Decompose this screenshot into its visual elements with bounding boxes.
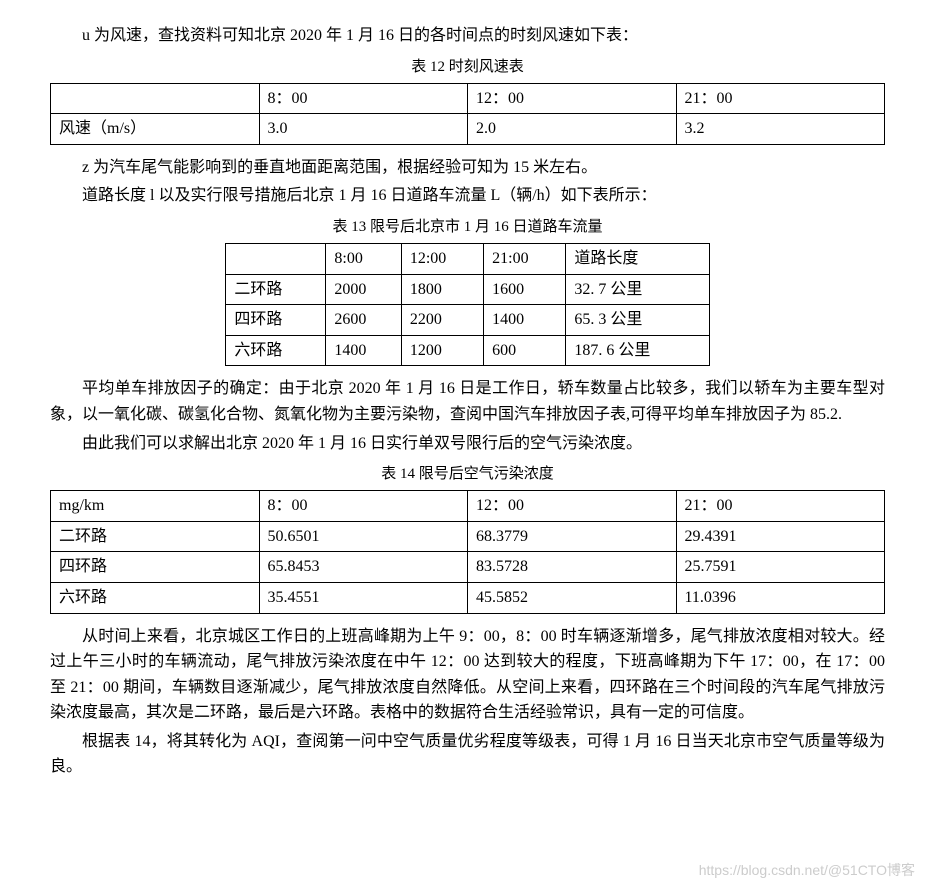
cell: 四环路	[226, 305, 326, 336]
cell	[51, 83, 260, 114]
cell: 187. 6 公里	[566, 335, 709, 366]
paragraph-intro-windspeed: u 为风速，查找资料可知北京 2020 年 1 月 16 日的各时间点的时刻风速…	[50, 23, 885, 49]
cell: 二环路	[51, 521, 260, 552]
table-row: 六环路 35.4551 45.5852 11.0396	[51, 582, 885, 613]
paragraph-solve-pollution: 由此我们可以求解出北京 2020 年 1 月 16 日实行单双号限行后的空气污染…	[50, 431, 885, 457]
cell: 1400	[484, 305, 566, 336]
cell: 3.0	[259, 114, 468, 145]
table-row: 二环路 50.6501 68.3779 29.4391	[51, 521, 885, 552]
paragraph-time-analysis: 从时间上来看，北京城区工作日的上班高峰期为上午 9：00，8：00 时车辆逐渐增…	[50, 624, 885, 726]
table-row: 四环路 2600 2200 1400 65. 3 公里	[226, 305, 709, 336]
cell: 68.3779	[468, 521, 677, 552]
cell: 83.5728	[468, 552, 677, 583]
cell: 道路长度	[566, 243, 709, 274]
cell: 1200	[401, 335, 483, 366]
table13-traffic: 8:00 12:00 21:00 道路长度 二环路 2000 1800 1600…	[225, 243, 709, 366]
cell: 12：00	[468, 83, 677, 114]
cell: 21:00	[484, 243, 566, 274]
table14-pollution: mg/km 8：00 12：00 21：00 二环路 50.6501 68.37…	[50, 490, 885, 613]
paragraph-z-distance: z 为汽车尾气能影响到的垂直地面距离范围，根据经验可知为 15 米左右。	[50, 155, 885, 181]
cell: 32. 7 公里	[566, 274, 709, 305]
cell: 25.7591	[676, 552, 885, 583]
table-row: 8:00 12:00 21:00 道路长度	[226, 243, 709, 274]
cell: 45.5852	[468, 582, 677, 613]
cell: 六环路	[51, 582, 260, 613]
cell: 8：00	[259, 491, 468, 522]
cell	[226, 243, 326, 274]
cell: 1600	[484, 274, 566, 305]
cell: 8：00	[259, 83, 468, 114]
cell: 21：00	[676, 491, 885, 522]
cell: 四环路	[51, 552, 260, 583]
cell: 12:00	[401, 243, 483, 274]
table13-caption: 表 13 限号后北京市 1 月 16 日道路车流量	[50, 215, 885, 239]
paragraph-emission-factor: 平均单车排放因子的确定：由于北京 2020 年 1 月 16 日是工作日，轿车数…	[50, 376, 885, 427]
cell: 50.6501	[259, 521, 468, 552]
cell: 600	[484, 335, 566, 366]
table12-caption: 表 12 时刻风速表	[50, 55, 885, 79]
paragraph-road-length: 道路长度 l 以及实行限号措施后北京 1 月 16 日道路车流量 L（辆/h）如…	[50, 183, 885, 209]
table-row: 风速（m/s） 3.0 2.0 3.2	[51, 114, 885, 145]
cell: 二环路	[226, 274, 326, 305]
table-row: 六环路 1400 1200 600 187. 6 公里	[226, 335, 709, 366]
cell: 65. 3 公里	[566, 305, 709, 336]
table12-windspeed: 8：00 12：00 21：00 风速（m/s） 3.0 2.0 3.2	[50, 83, 885, 145]
cell: 3.2	[676, 114, 885, 145]
cell: mg/km	[51, 491, 260, 522]
table-row: 8：00 12：00 21：00	[51, 83, 885, 114]
cell: 21：00	[676, 83, 885, 114]
cell: 8:00	[326, 243, 401, 274]
cell: 29.4391	[676, 521, 885, 552]
table14-caption: 表 14 限号后空气污染浓度	[50, 462, 885, 486]
cell: 2600	[326, 305, 401, 336]
table-row: mg/km 8：00 12：00 21：00	[51, 491, 885, 522]
cell: 35.4551	[259, 582, 468, 613]
cell: 2.0	[468, 114, 677, 145]
paragraph-aqi-conclusion: 根据表 14，将其转化为 AQI，查阅第一问中空气质量优劣程度等级表，可得 1 …	[50, 729, 885, 780]
cell: 风速（m/s）	[51, 114, 260, 145]
cell: 11.0396	[676, 582, 885, 613]
cell: 六环路	[226, 335, 326, 366]
cell: 12：00	[468, 491, 677, 522]
cell: 1400	[326, 335, 401, 366]
watermark-text: https://blog.csdn.net/@51CTO博客	[699, 859, 915, 881]
table-row: 四环路 65.8453 83.5728 25.7591	[51, 552, 885, 583]
cell: 2200	[401, 305, 483, 336]
cell: 65.8453	[259, 552, 468, 583]
table-row: 二环路 2000 1800 1600 32. 7 公里	[226, 274, 709, 305]
cell: 1800	[401, 274, 483, 305]
cell: 2000	[326, 274, 401, 305]
